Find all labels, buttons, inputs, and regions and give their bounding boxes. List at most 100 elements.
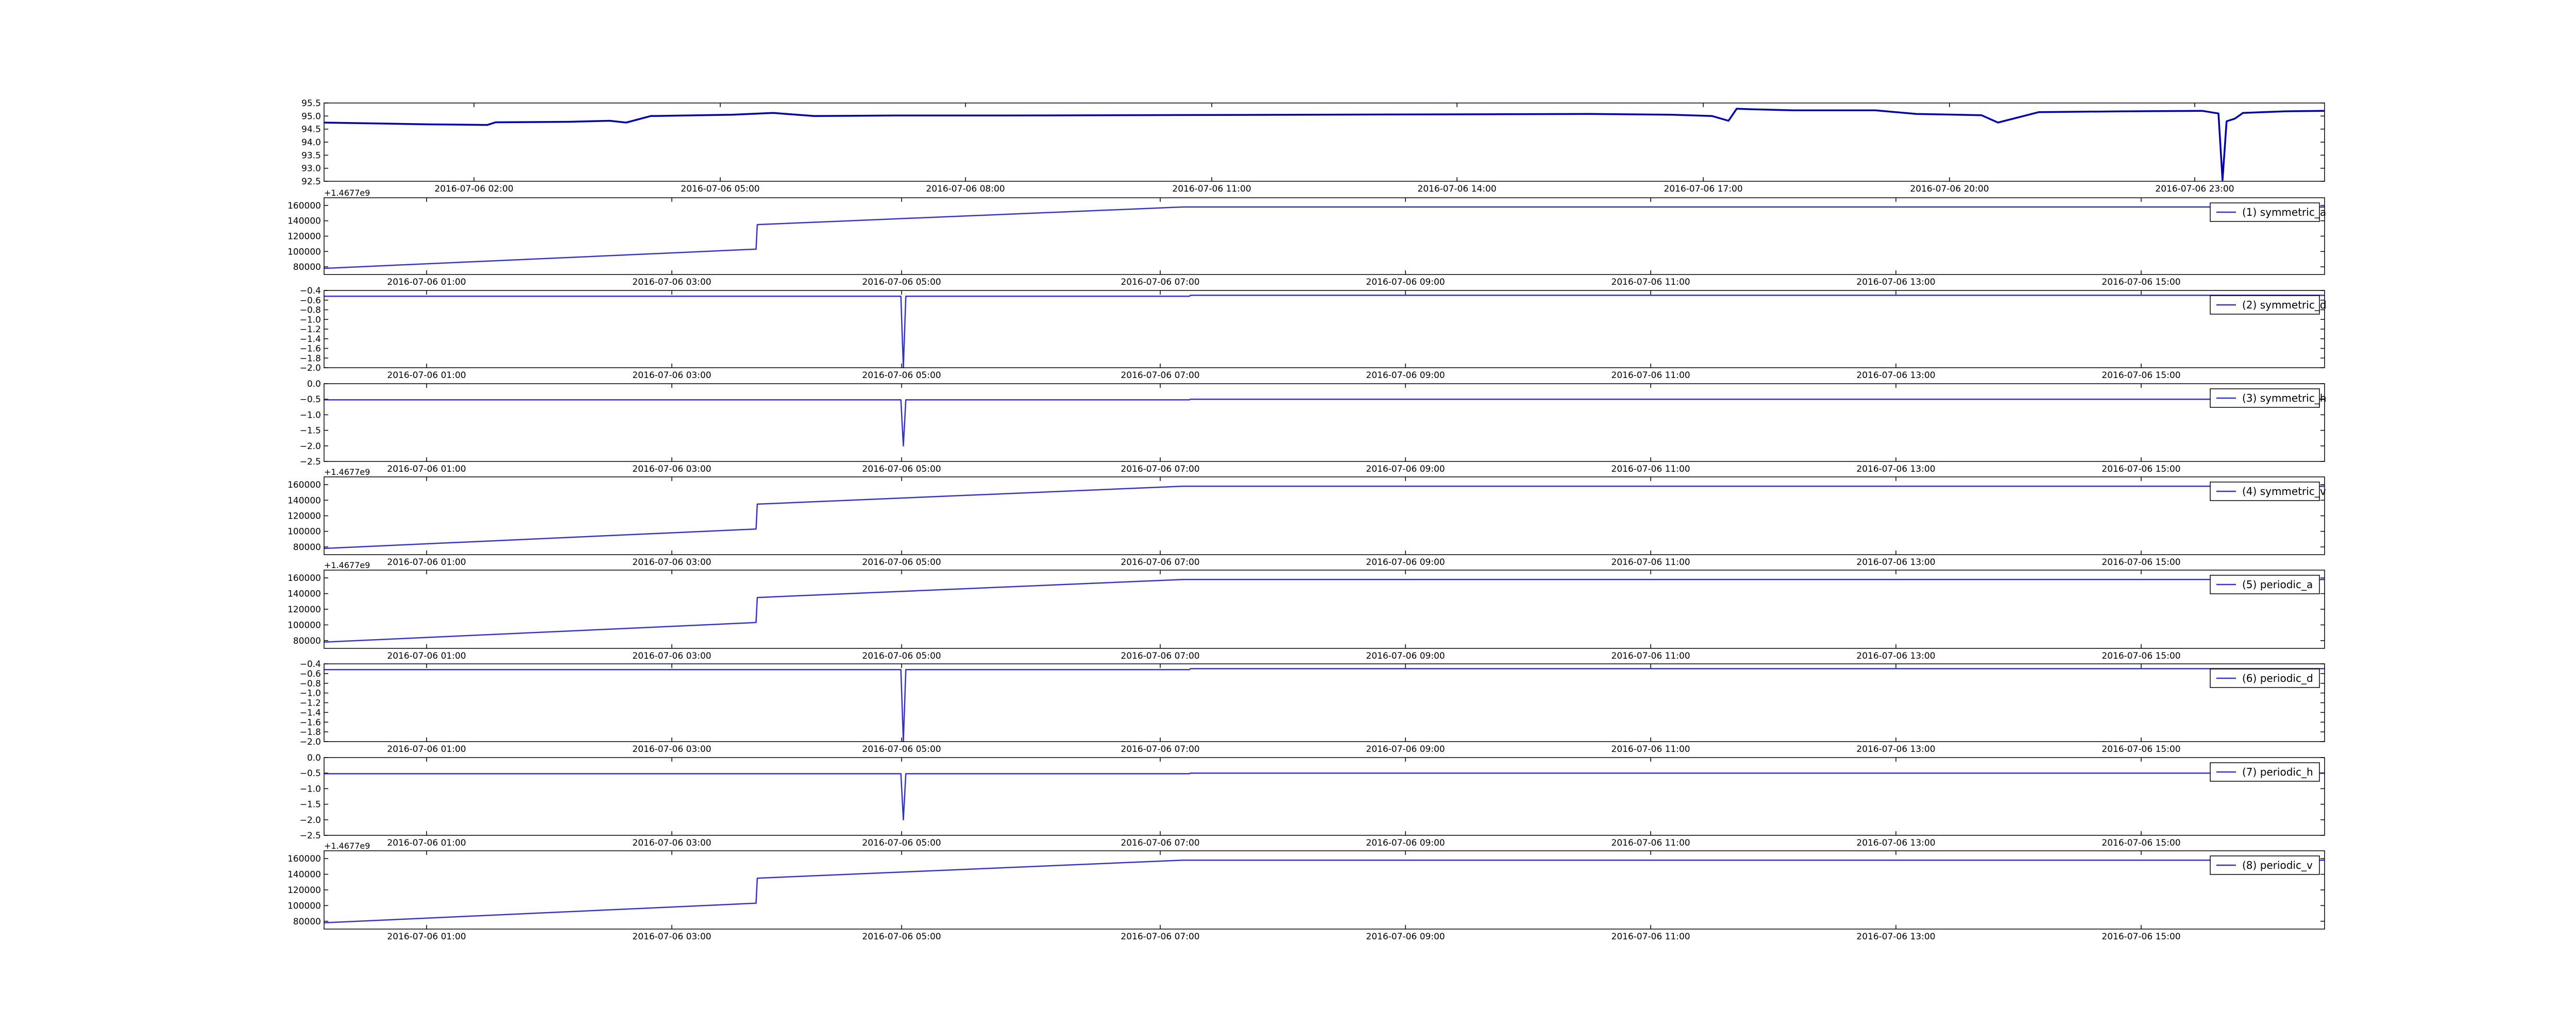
x-tick-label: 2016-07-06 05:00 (862, 464, 941, 474)
y-tick-label: 80000 (293, 262, 321, 272)
x-tick-label: 2016-07-06 11:00 (1172, 184, 1251, 194)
y-tick-label: −2.5 (300, 457, 321, 467)
y-tick-label: −1.0 (300, 315, 321, 325)
x-tick-label: 2016-07-06 15:00 (2102, 838, 2180, 848)
x-tick-label: 2016-07-06 03:00 (632, 838, 711, 848)
x-tick-label: 2016-07-06 15:00 (2102, 651, 2180, 661)
y-tick-label: 93.0 (301, 164, 321, 174)
y-tick-label: −0.8 (300, 679, 321, 689)
x-tick-label: 2016-07-06 01:00 (387, 370, 466, 381)
x-tick-label: 2016-07-06 09:00 (1366, 651, 1445, 661)
x-tick-label: 2016-07-06 13:00 (1856, 277, 1935, 287)
y-tick-label: 95.0 (301, 111, 321, 122)
x-tick-label: 2016-07-06 01:00 (387, 277, 466, 287)
y-tick-label: −2.0 (300, 363, 321, 373)
y-tick-label: −1.6 (300, 344, 321, 354)
x-tick-label: 2016-07-06 07:00 (1121, 744, 1199, 754)
x-tick-label: 2016-07-06 03:00 (632, 370, 711, 381)
x-tick-label: 2016-07-06 15:00 (2102, 744, 2180, 754)
legend-8: (8) periodic_v (2210, 855, 2320, 875)
y-tick-label: 94.0 (301, 138, 321, 148)
series-line-8 (324, 859, 2325, 924)
x-tick-label: 2016-07-06 07:00 (1121, 557, 1199, 568)
legend-5: (5) periodic_a (2210, 575, 2320, 594)
x-tick-label: 2016-07-06 09:00 (1366, 277, 1445, 287)
legend-label: (4) symmetric_v (2242, 485, 2326, 497)
series-line-4 (324, 485, 2325, 550)
y-tick-label: −1.5 (300, 426, 321, 436)
x-tick-label: 2016-07-06 11:00 (1611, 557, 1690, 568)
x-tick-label: 2016-07-06 05:00 (862, 932, 941, 942)
x-tick-label: 2016-07-06 11:00 (1611, 464, 1690, 474)
x-tick-label: 2016-07-06 07:00 (1121, 277, 1199, 287)
x-tick-label: 2016-07-06 03:00 (632, 744, 711, 754)
x-tick-label: 2016-07-06 11:00 (1611, 277, 1690, 287)
x-tick-label: 2016-07-06 13:00 (1856, 838, 1935, 848)
y-tick-label: 160000 (287, 854, 321, 864)
y-tick-label: 0.0 (307, 753, 321, 763)
x-tick-label: 2016-07-06 03:00 (632, 651, 711, 661)
x-tick-label: 2016-07-06 20:00 (1910, 184, 1989, 194)
y-tick-label: 140000 (287, 216, 321, 227)
x-tick-label: 2016-07-06 11:00 (1611, 370, 1690, 381)
y-tick-label: −0.6 (300, 296, 321, 306)
chart-panel-4: 160000 140000 120000 100000 80000 2016-07-06 … (287, 467, 2326, 568)
y-tick-label: 100000 (287, 620, 321, 630)
x-tick-label: 2016-07-06 11:00 (1611, 744, 1690, 754)
series-line-2 (324, 295, 2325, 369)
y-tick-label: 160000 (287, 201, 321, 211)
y-tick-label: 92.5 (301, 177, 321, 187)
x-tick-label: 2016-07-06 03:00 (632, 277, 711, 287)
offset-label: +1.4677e9 (324, 467, 370, 477)
y-tick-label: −1.6 (300, 717, 321, 728)
y-tick-label: 0.0 (307, 379, 321, 389)
y-tick-label: −1.0 (300, 689, 321, 699)
y-tick-label: 80000 (293, 542, 321, 553)
x-tick-label: 2016-07-06 23:00 (2155, 184, 2234, 194)
x-tick-label: 2016-07-06 13:00 (1856, 932, 1935, 942)
series-line-5 (324, 578, 2325, 643)
series-line-0 (324, 108, 2325, 181)
series-line-1 (324, 206, 2325, 269)
x-tick-label: 2016-07-06 03:00 (632, 932, 711, 942)
y-tick-label: 160000 (287, 480, 321, 490)
legend-3: (3) symmetric_h (2210, 388, 2327, 408)
x-tick-label: 2016-07-06 13:00 (1856, 744, 1935, 754)
x-tick-label: 2016-07-06 05:00 (862, 651, 941, 661)
x-tick-label: 2016-07-06 05:00 (862, 744, 941, 754)
chart-panel-6: −0.4−0.6−0.8−1.0−1.2−1.4−1.6−1.8−2.0 2016… (300, 659, 2325, 754)
legend-4: (4) symmetric_v (2210, 482, 2326, 501)
y-tick-label: 140000 (287, 589, 321, 599)
chart-panel-8: 160000 140000 120000 100000 80000 2016-07-06 … (287, 841, 2325, 942)
y-tick-label: 120000 (287, 232, 321, 242)
y-tick-label: −1.8 (300, 353, 321, 364)
x-tick-label: 2016-07-06 05:00 (862, 370, 941, 381)
x-tick-label: 2016-07-06 01:00 (387, 744, 466, 754)
x-tick-label: 2016-07-06 15:00 (2102, 277, 2180, 287)
x-tick-label: 2016-07-06 13:00 (1856, 464, 1935, 474)
x-tick-label: 2016-07-06 08:00 (926, 184, 1005, 194)
y-tick-label: 120000 (287, 885, 321, 896)
x-tick-label: 2016-07-06 14:00 (1417, 184, 1496, 194)
chart-panel-7: 0.0 −0.5 −1.0 −1.5 −2.0 −2.5 2016-07-06 01:00 2… (300, 753, 2325, 848)
y-tick-label: −0.5 (300, 768, 321, 779)
x-tick-label: 2016-07-06 03:00 (632, 464, 711, 474)
y-tick-label: 100000 (287, 247, 321, 257)
offset-label: +1.4677e9 (324, 188, 370, 198)
x-tick-label: 2016-07-06 11:00 (1611, 932, 1690, 942)
x-tick-label: 2016-07-06 03:00 (632, 557, 711, 568)
y-tick-label: −1.8 (300, 727, 321, 737)
legend-2: (2) symmetric_d (2210, 295, 2327, 315)
axes-frame-3 (324, 383, 2325, 462)
x-tick-label: 2016-07-06 05:00 (862, 557, 941, 568)
x-tick-label: 2016-07-06 09:00 (1366, 370, 1445, 381)
legend-label: (8) periodic_v (2242, 859, 2313, 871)
x-tick-label: 2016-07-06 05:00 (862, 277, 941, 287)
offset-label: +1.4677e9 (324, 560, 370, 570)
offset-label: +1.4677e9 (324, 841, 370, 851)
x-tick-label: 2016-07-06 07:00 (1121, 464, 1199, 474)
y-tick-label: 160000 (287, 573, 321, 583)
y-tick-label: 120000 (287, 511, 321, 522)
